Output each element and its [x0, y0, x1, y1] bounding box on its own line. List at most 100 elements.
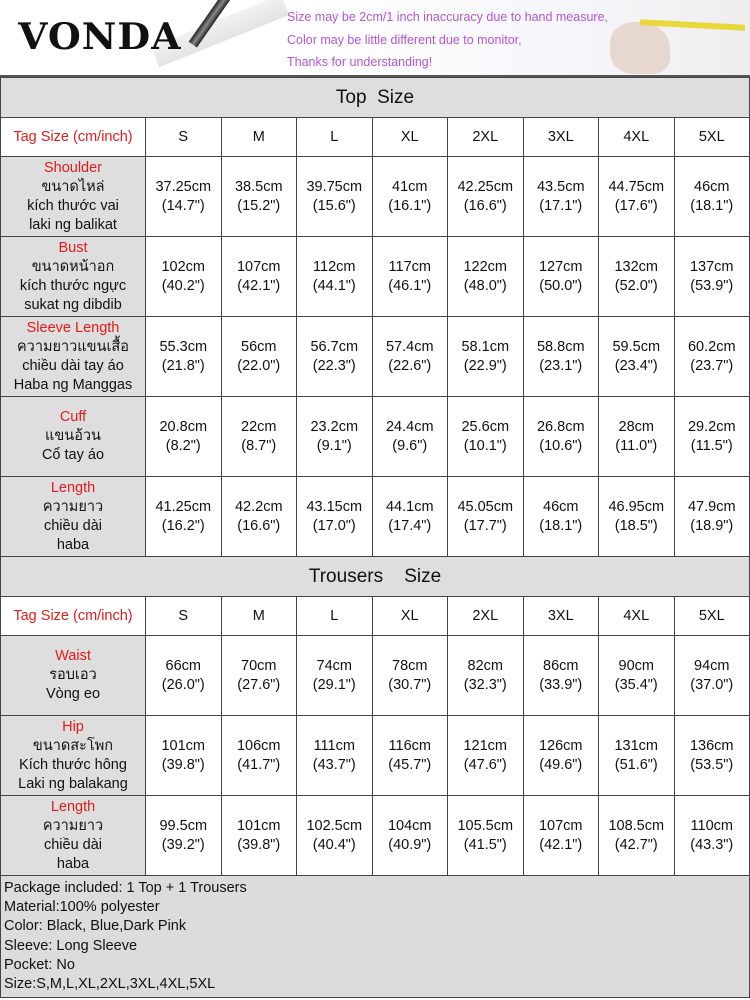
value-cm: 127cm	[538, 258, 583, 275]
size-header: 3XL	[522, 596, 599, 636]
measurement-value-cell: 23.2cm (9.1")	[296, 396, 373, 477]
detail-line: Pocket: No	[4, 956, 75, 973]
measurement-value-cell: 24.4cm (9.6")	[371, 396, 448, 477]
detail-line: Color: Black, Blue,Dark Pink	[4, 918, 187, 935]
measurement-row: Hip ขนาดสะโพก Kích thước hông Laki ng balak…	[0, 715, 750, 796]
value-cm: 42.25cm	[457, 178, 514, 195]
measurement-value-cell: 136cm (53.5")	[673, 715, 750, 796]
value-inch: (50.0")	[539, 277, 583, 294]
value-inch: (40.9")	[388, 836, 432, 853]
measurement-row: Bust ขนาดหน้าอก kích thước ngực sukat ng di…	[0, 236, 750, 317]
value-cm: 122cm	[463, 258, 508, 275]
value-inch: (23.7")	[690, 357, 734, 374]
hand-graphic	[610, 22, 670, 74]
value-cm: 46.95cm	[608, 498, 665, 515]
value-inch: (42.1")	[237, 277, 281, 294]
value-inch: (48.0")	[463, 277, 507, 294]
measurement-label-cell: Sleeve Length ความยาวแขนเสื้อ chiều dài ta…	[0, 316, 146, 397]
measurement-value-cell: 59.5cm (23.4")	[598, 316, 675, 397]
section-title-row: Top Size	[0, 77, 750, 118]
value-inch: (43.3")	[690, 836, 734, 853]
value-cm: 58.8cm	[536, 338, 585, 355]
value-inch: (43.7")	[312, 756, 356, 773]
detail-line: Size:S,M,L,XL,2XL,3XL,4XL,5XL	[4, 976, 216, 993]
value-inch: (42.1")	[539, 836, 583, 853]
value-cm: 43.15cm	[306, 498, 363, 515]
measurement-value-cell: 45.05cm (17.7")	[447, 476, 524, 557]
value-cm: 121cm	[463, 737, 508, 754]
measurement-value-cell: 44.75cm (17.6")	[598, 156, 675, 237]
value-cm: 108.5cm	[608, 817, 665, 834]
measurement-value-cell: 41.25cm (16.2")	[145, 476, 222, 557]
measurement-translation: Kích thước hông	[19, 756, 127, 773]
value-inch: (49.6")	[539, 756, 583, 773]
value-cm: 82cm	[467, 657, 503, 674]
measurement-value-cell: 117cm (46.1")	[371, 236, 448, 317]
value-inch: (14.7")	[161, 197, 205, 214]
brand-logo: VONDA	[18, 16, 182, 58]
value-inch: (53.9")	[690, 277, 734, 294]
value-cm: 55.3cm	[159, 338, 208, 355]
value-cm: 28cm	[618, 418, 654, 435]
measurement-value-cell: 46cm (18.1")	[673, 156, 750, 237]
value-cm: 107cm	[236, 258, 281, 275]
value-cm: 41.25cm	[155, 498, 212, 515]
value-inch: (40.4")	[312, 836, 356, 853]
value-cm: 60.2cm	[687, 338, 736, 355]
measurement-value-cell: 86cm (33.9")	[522, 635, 599, 716]
value-inch: (10.1")	[463, 437, 507, 454]
value-cm: 99.5cm	[159, 817, 208, 834]
measurement-value-cell: 42.2cm (16.6")	[220, 476, 297, 557]
measurement-value-cell: 82cm (32.3")	[447, 635, 524, 716]
value-cm: 101cm	[161, 737, 206, 754]
measurement-value-cell: 43.5cm (17.1")	[522, 156, 599, 237]
size-header: M	[220, 596, 297, 636]
value-cm: 78cm	[392, 657, 428, 674]
value-cm: 86cm	[543, 657, 579, 674]
size-header: XL	[371, 117, 448, 157]
measurement-value-cell: 70cm (27.6")	[220, 635, 297, 716]
measurement-translation: haba	[56, 855, 90, 872]
measurement-translation: haba	[56, 536, 90, 553]
value-inch: (22.0")	[237, 357, 281, 374]
measurement-value-cell: 78cm (30.7")	[371, 635, 448, 716]
measurement-value-cell: 46.95cm (18.5")	[598, 476, 675, 557]
measurement-value-cell: 112cm (44.1")	[296, 236, 373, 317]
measurement-value-cell: 122cm (48.0")	[447, 236, 524, 317]
value-cm: 39.75cm	[306, 178, 363, 195]
measurement-translation: ความยาว	[42, 817, 104, 834]
value-cm: 66cm	[165, 657, 201, 674]
value-inch: (23.1")	[539, 357, 583, 374]
value-inch: (8.2")	[165, 437, 201, 454]
measurement-translation: ขนาดสะโพก	[32, 737, 114, 754]
value-cm: 42.2cm	[234, 498, 283, 515]
tag-size-row: Tag Size (cm/inch) S M L XL 2XL 3XL 4XL 5XL	[0, 596, 750, 636]
value-inch: (42.7")	[614, 836, 658, 853]
measurement-row: Shoulder ขนาดไหล่ kích thước vai laki ng ba…	[0, 156, 750, 237]
value-inch: (44.1")	[312, 277, 356, 294]
value-inch: (39.8")	[161, 756, 205, 773]
value-cm: 22cm	[241, 418, 277, 435]
detail-line: Package included: 1 Top + 1 Trousers	[4, 880, 247, 896]
measurement-label-cell: Shoulder ขนาดไหล่ kích thước vai laki ng ba…	[0, 156, 146, 237]
measurement-value-cell: 101cm (39.8")	[145, 715, 222, 796]
measurement-name: Cuff	[59, 409, 87, 425]
measurement-translation: sukat ng dibdib	[24, 296, 122, 313]
measurement-translation: Haba ng Manggas	[13, 376, 133, 393]
measurement-value-cell: 74cm (29.1")	[296, 635, 373, 716]
value-inch: (16.2")	[161, 517, 205, 534]
measurement-value-cell: 28cm (11.0")	[598, 396, 675, 477]
value-cm: 41cm	[392, 178, 428, 195]
value-cm: 20.8cm	[159, 418, 208, 435]
measurement-label-cell: Cuff แขนอ้วน Cổ tay áo	[0, 396, 146, 477]
value-cm: 105.5cm	[457, 817, 514, 834]
measurement-name: Hip	[62, 718, 84, 735]
value-inch: (18.1")	[539, 517, 583, 534]
size-header: 3XL	[522, 117, 599, 157]
value-inch: (17.6")	[614, 197, 658, 214]
size-header: M	[220, 117, 297, 157]
measurement-value-cell: 44.1cm (17.4")	[371, 476, 448, 557]
value-inch: (16.1")	[388, 197, 432, 214]
value-cm: 136cm	[689, 737, 734, 754]
measurement-value-cell: 102cm (40.2")	[145, 236, 222, 317]
